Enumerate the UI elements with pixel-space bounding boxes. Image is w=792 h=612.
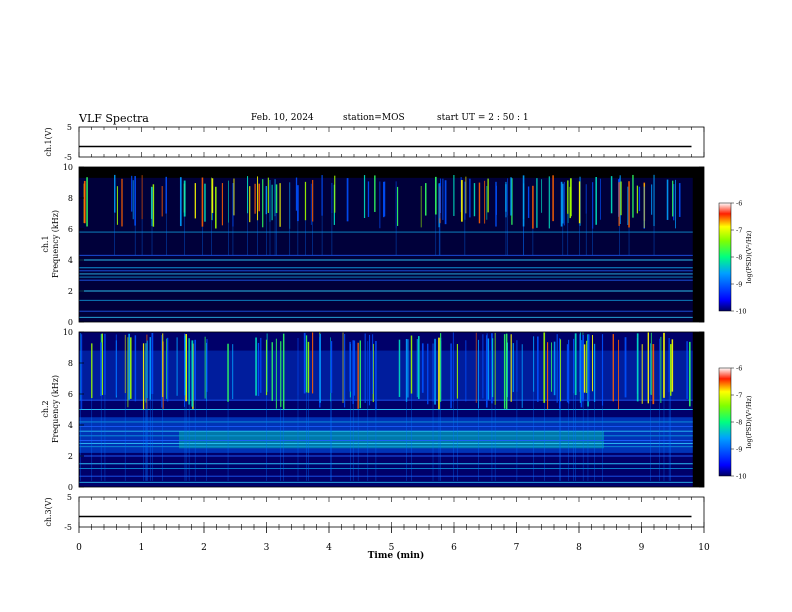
ch1-waveform-panel: 5 -5 ch.1(V): [44, 123, 705, 162]
freq-tick-label: 0: [68, 318, 73, 327]
freq-tick-label: 8: [68, 359, 73, 368]
colorbar-tick-label: -8: [736, 254, 742, 262]
time-tick-label: 2: [201, 543, 207, 553]
colorbar-tick-label: -6: [736, 365, 742, 373]
ch2-spectrogram-frame: [78, 331, 705, 488]
freq-tick-label: 4: [68, 421, 73, 430]
low-band-enhanced: [179, 431, 604, 449]
colorbar-label: log(PSD)(V²/Hz): [745, 230, 753, 283]
ch3-waveform-panel: 5 -5 ch.3(V): [44, 493, 705, 532]
time-tick-label: 4: [326, 543, 332, 553]
time-axis-label: Time (min): [368, 550, 425, 561]
ch2-channel-label: ch.2: [41, 400, 50, 417]
station-label: station=MOS: [343, 113, 405, 123]
time-tick-label: 3: [264, 543, 270, 553]
ch3-ytick-top: 5: [67, 493, 72, 502]
ch2-frequency-ticks: 0 2 4 6 8 10: [63, 328, 704, 492]
time-tick-label: 5: [389, 543, 395, 553]
ch3-waveform-ylabel: ch.3(V): [44, 497, 53, 526]
colorbar-tick-label: -7: [736, 227, 742, 235]
ch1-waveform-ticks: [78, 127, 705, 157]
ch1-frequency-ticks: 0 2 4 6 8 10: [63, 163, 704, 327]
ch1-channel-label: ch.1: [41, 235, 50, 252]
time-tick-label: 0: [76, 543, 82, 553]
freq-tick-label: 10: [63, 163, 73, 172]
time-tick-label: 9: [639, 543, 645, 553]
ch1-spectrogram-panel: 0 2 4 6 8 10 ch.1 Frequency (kHz) -6 -7 -8 -9 -10…: [41, 163, 753, 327]
colorbar-tick-label: -6: [736, 200, 742, 208]
colorbar-tick-label: -10: [736, 473, 746, 481]
start-time-label: start UT = 2 : 50 : 1: [437, 113, 529, 123]
freq-tick-label: 10: [63, 328, 73, 337]
colorbar-tick-label: -9: [736, 281, 742, 289]
ch2-colorbar: -6 -7 -8 -9 -10 log(PSD)(V²/Hz): [718, 365, 753, 481]
colorbar-tick-label: -10: [736, 308, 746, 316]
ch1-spectrogram-image: [79, 174, 693, 322]
freq-tick-label: 6: [68, 225, 73, 234]
time-tick-label: 8: [576, 543, 582, 553]
ch1-colorbar: -6 -7 -8 -9 -10 log(PSD)(V²/Hz): [718, 200, 753, 316]
ch2-frequency-label: Frequency (kHz): [51, 375, 60, 443]
time-axis: 0 1 2 3 4 5 6 7 8 9 10: [76, 527, 710, 553]
colorbar-gradient: [718, 367, 732, 477]
ch1-spectrogram-frame: [78, 166, 705, 323]
time-tick-label: 7: [514, 543, 520, 553]
freq-tick-label: 8: [68, 194, 73, 203]
colorbar-tick-label: -8: [736, 419, 742, 427]
freq-tick-label: 2: [68, 452, 73, 461]
ch1-waveform-ylabel: ch.1(V): [44, 127, 53, 156]
chart-title: VLF Spectra: [79, 112, 149, 125]
ch3-ytick-bottom: -5: [64, 523, 72, 532]
colorbar-tick-label: -7: [736, 392, 742, 400]
ch2-spectrogram-image: [79, 332, 693, 487]
colorbar-label: log(PSD)(V²/Hz): [745, 395, 753, 448]
ch3-waveform-ticks: [78, 497, 705, 527]
freq-tick-label: 0: [68, 483, 73, 492]
ch2-spectrogram-panel: 0 2 4 6 8 10 ch.2 Frequency (kHz) -6 -7 -8 -9 -10…: [41, 328, 753, 492]
mid-band: [79, 350, 693, 401]
colorbar-tick-label: -9: [736, 446, 742, 454]
time-tick-label: 10: [698, 543, 710, 553]
ch1-ytick-bottom: -5: [64, 153, 72, 162]
freq-tick-label: 4: [68, 256, 73, 265]
colorbar-gradient: [718, 202, 732, 312]
freq-tick-label: 2: [68, 287, 73, 296]
freq-tick-label: 6: [68, 390, 73, 399]
time-tick-label: 6: [451, 543, 457, 553]
ch1-frequency-label: Frequency (kHz): [51, 210, 60, 278]
date-label: Feb. 10, 2024: [251, 113, 314, 123]
time-tick-label: 1: [139, 543, 145, 553]
ch1-ytick-top: 5: [67, 123, 72, 132]
